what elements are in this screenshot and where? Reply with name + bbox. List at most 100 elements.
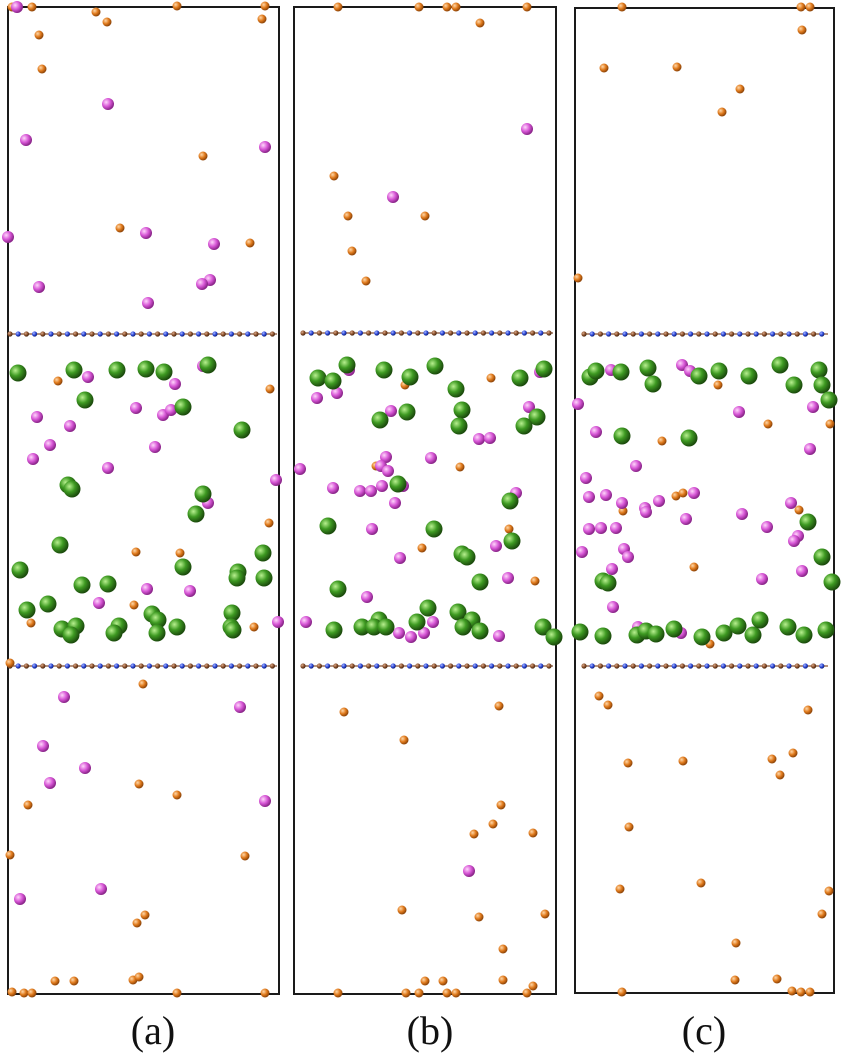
green-atom (729, 617, 747, 635)
orange-atom (333, 988, 343, 998)
magenta-atom (149, 441, 161, 453)
orange-atom (522, 2, 532, 12)
layer-atom-brown (316, 330, 322, 336)
layer-atom-blue (130, 331, 136, 337)
magenta-atom (736, 508, 748, 520)
orange-atom (504, 524, 514, 534)
magenta-atom (327, 482, 339, 494)
orange-atom (787, 986, 797, 996)
layer-atom-brown (73, 663, 79, 669)
layer-atom-blue (737, 331, 743, 337)
orange-atom (442, 2, 452, 12)
layer-atom-brown (745, 663, 751, 669)
layer-atom-blue (786, 331, 792, 337)
orange-atom (401, 988, 411, 998)
magenta-atom (95, 883, 107, 895)
layer-atom-brown (269, 663, 275, 669)
magenta-atom (366, 523, 378, 535)
green-atom (194, 485, 212, 503)
orange-atom (594, 691, 604, 701)
green-atom (613, 427, 631, 445)
green-atom (155, 363, 173, 381)
layer-atom-blue (606, 331, 612, 337)
layer-atom-blue (489, 330, 495, 336)
layer-atom-brown (679, 663, 686, 669)
layer-atom-brown (597, 331, 604, 337)
layer-atom-blue (31, 663, 38, 669)
layer-atom-blue (622, 331, 628, 337)
layer-atom-blue (341, 330, 347, 336)
orange-atom (397, 905, 407, 915)
layer-atom-blue (196, 663, 202, 669)
magenta-atom (490, 540, 502, 552)
orange-atom (27, 2, 37, 12)
orange-atom (264, 518, 274, 528)
layer-top-c (581, 331, 828, 337)
magenta-atom (616, 497, 628, 509)
layer-atom-brown (448, 663, 454, 669)
layer-atom-blue (48, 331, 54, 337)
green-atom (255, 569, 273, 587)
layer-atom-blue (212, 331, 218, 337)
magenta-atom (576, 546, 588, 558)
layer-atom-blue (245, 663, 251, 669)
layer-atom-brown (89, 331, 95, 337)
orange-atom (132, 918, 142, 928)
green-atom (389, 475, 407, 493)
orange-atom (730, 975, 740, 985)
layer-atom-brown (220, 331, 226, 337)
layer-atom-blue (704, 663, 710, 669)
magenta-atom (804, 443, 816, 455)
magenta-atom (610, 522, 622, 534)
orange-atom (498, 944, 508, 954)
orange-atom (257, 14, 267, 24)
orange-atom (134, 972, 144, 982)
orange-atom (140, 910, 150, 920)
green-atom (309, 369, 327, 387)
layer-atom-brown (614, 331, 620, 337)
layer-atom-blue (655, 331, 661, 337)
orange-atom (528, 828, 538, 838)
green-atom (108, 361, 126, 379)
orange-atom (260, 988, 270, 998)
layer-atom-blue (374, 663, 380, 669)
green-atom (744, 626, 762, 644)
green-atom (65, 361, 83, 379)
layer-atom-brown (398, 330, 404, 336)
orange-atom (488, 819, 498, 829)
orange-atom (27, 988, 37, 998)
layer-atom-blue (64, 663, 70, 669)
green-atom (710, 362, 728, 380)
magenta-atom (130, 402, 142, 414)
magenta-atom (761, 521, 773, 533)
magenta-atom (169, 378, 181, 390)
layer-atom-blue (179, 331, 185, 337)
orange-atom (540, 909, 550, 919)
orange-atom (414, 2, 424, 12)
magenta-atom (234, 701, 246, 713)
magenta-atom (311, 392, 323, 404)
layer-atom-brown (40, 331, 46, 337)
layer-atom-blue (423, 330, 429, 336)
layer-atom-brown (811, 663, 817, 669)
orange-atom (5, 850, 15, 860)
green-atom (693, 628, 711, 646)
orange-atom (528, 981, 538, 991)
orange-atom (249, 622, 259, 632)
orange-atom (91, 7, 101, 17)
magenta-atom (756, 573, 768, 585)
orange-atom (172, 988, 182, 998)
magenta-atom (365, 485, 377, 497)
orange-atom (347, 246, 357, 256)
layer-atom-brown (794, 663, 800, 669)
green-atom (820, 391, 838, 409)
green-atom (534, 618, 552, 636)
orange-atom (803, 705, 813, 715)
panel-label-b: (b) (407, 1008, 454, 1053)
layer-atom-blue (589, 663, 595, 669)
orange-atom (245, 238, 255, 248)
orange-atom (53, 376, 63, 386)
layer-atom-brown (23, 663, 29, 669)
layer-atom-brown (696, 331, 702, 337)
layer-atom-brown (794, 331, 800, 337)
